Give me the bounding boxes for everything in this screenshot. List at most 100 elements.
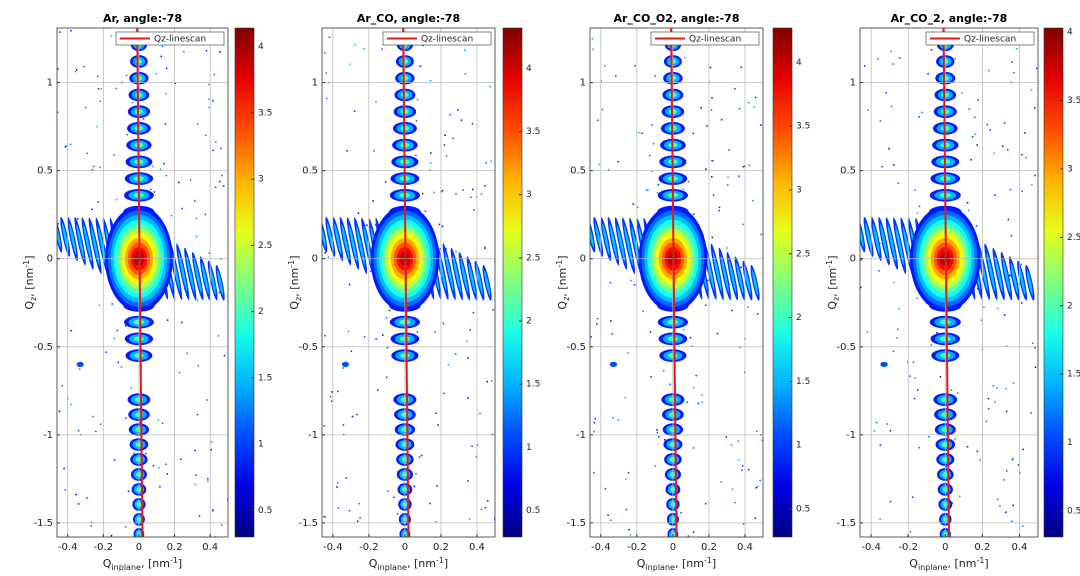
label-superscript: -1 (976, 556, 984, 565)
label-subscript: inplane (645, 563, 675, 572)
colorbar-tick-label: 1.5 (526, 380, 540, 390)
colorbar-tick-label: 4 (258, 42, 264, 52)
label-symbol: Q (288, 301, 301, 310)
label-suffix: , [nm (141, 557, 170, 570)
legend-box (650, 31, 760, 46)
label-symbol: Q (23, 301, 36, 310)
y-tick-label: -1 (576, 430, 586, 441)
linescan (402, 27, 410, 538)
panel-title: Ar, angle:-78 (103, 12, 182, 25)
colorbar-tick-label: 0.5 (258, 506, 272, 516)
y-tick-label: 1 (580, 78, 586, 89)
x-tick-label: -0.4 (591, 542, 611, 553)
panel-title: Ar_CO_2, angle:-78 (891, 12, 1008, 25)
x-tick-label: -0.4 (323, 542, 343, 553)
x-tick-label: 0.2 (701, 542, 717, 553)
colorbar-tick-label: 1 (1067, 438, 1073, 448)
label-suffix: , [nm (826, 268, 839, 297)
y-tick-label: 1 (47, 78, 53, 89)
x-tick-label: -0.4 (58, 542, 78, 553)
label-subscript: inplane (111, 563, 141, 572)
label-subscript: z (294, 297, 303, 301)
legend-box (382, 31, 492, 46)
label-superscript: -1 (704, 556, 712, 565)
linescan (942, 27, 950, 538)
axis-label: Qz, [nm-1] (555, 255, 571, 309)
label-superscript: -1 (555, 260, 564, 268)
colorbar-tick-label: 2 (796, 313, 802, 323)
axis-label: Qz, [nm-1] (22, 255, 38, 309)
y-tick-label: -0.5 (836, 342, 856, 353)
y-tick-label: -1.5 (298, 518, 318, 529)
y-tick-label: 0.5 (37, 166, 53, 177)
axis-label: Qinplane, [nm-1] (369, 556, 448, 572)
colorbar-tick-label: 2.5 (1067, 233, 1080, 243)
label-close: ] (288, 255, 301, 259)
panel: -0.4 -0.2 0 0.2 0.4 -1.5 -1 -0.5 0 0.5 1 Qz-linesca… (825, 12, 1080, 572)
colorbar-tick-label: 1 (796, 441, 802, 451)
axis-label: Qz, [nm-1] (825, 255, 841, 309)
colorbar-tick-label: 0.5 (796, 504, 810, 514)
x-tick-label: 0.4 (469, 542, 485, 553)
y-tick-label: -1 (308, 430, 318, 441)
label-close: ] (556, 255, 569, 259)
legend-label: Qz-linescan (964, 35, 1016, 45)
colorbar-tick-label: 2.5 (526, 253, 540, 263)
x-tick-label: -0.2 (898, 542, 918, 553)
axis-label: Qinplane, [nm-1] (103, 556, 182, 572)
legend-label: Qz-linescan (689, 35, 741, 45)
label-symbol: Q (369, 557, 378, 570)
y-tick-label: -0.5 (33, 342, 53, 353)
label-suffix: , [nm (23, 268, 36, 297)
label-symbol: Q (103, 557, 112, 570)
colorbar-tick-label: 1.5 (1067, 370, 1080, 380)
label-superscript: -1 (22, 260, 31, 268)
colorbar-tick-label: 3 (258, 175, 264, 185)
panel: -0.4 -0.2 0 0.2 0.4 -1.5 -1 -0.5 0 0.5 1 Qz-linesca… (22, 12, 273, 572)
colorbar-tick-label: 4 (796, 58, 802, 68)
label-suffix: , [nm (288, 268, 301, 297)
label-close: ] (23, 255, 36, 259)
label-close: ] (178, 557, 182, 570)
label-superscript: -1 (170, 556, 178, 565)
y-tick-label: 0 (580, 254, 586, 265)
y-tick-label: 0 (312, 254, 318, 265)
colorbar-tick-label: 3.5 (1067, 96, 1080, 106)
label-suffix: , [nm (675, 557, 704, 570)
panel-title: Ar_CO_O2, angle:-78 (613, 12, 739, 25)
label-close: ] (826, 255, 839, 259)
colorbar (1043, 27, 1064, 538)
y-tick-label: -1 (43, 430, 53, 441)
label-superscript: -1 (436, 556, 444, 565)
label-superscript: -1 (825, 260, 834, 268)
y-tick-label: 1 (312, 78, 318, 89)
colorbar-tick-label: 0.5 (526, 506, 540, 516)
legend-box (115, 31, 225, 46)
axis-label: Qinplane, [nm-1] (909, 556, 988, 572)
label-symbol: Q (637, 557, 646, 570)
colorbar-tick-label: 3.5 (796, 122, 810, 132)
x-tick-label: 0.2 (433, 542, 449, 553)
x-tick-label: -0.4 (861, 542, 881, 553)
axis-label: Qinplane, [nm-1] (637, 556, 716, 572)
colorbar-tick-label: 0.5 (1067, 507, 1080, 517)
colorbar-tick-label: 2 (258, 307, 264, 317)
y-tick-label: 0 (47, 254, 53, 265)
colorbar-tick-label: 3 (1067, 164, 1073, 174)
legend-label: Qz-linescan (154, 35, 206, 45)
x-tick-label: -0.2 (94, 542, 114, 553)
label-suffix: , [nm (556, 268, 569, 297)
colorbar (502, 27, 523, 538)
panel: -0.4 -0.2 0 0.2 0.4 -1.5 -1 -0.5 0 0.5 1 Qz-linesca… (555, 12, 811, 572)
colorbar-tick-label: 2.5 (258, 241, 272, 251)
y-tick-label: 0 (850, 254, 856, 265)
label-suffix: , [nm (947, 557, 976, 570)
legend-label: Qz-linescan (421, 35, 473, 45)
colorbar (772, 27, 793, 538)
label-close: ] (712, 557, 716, 570)
colorbar-tick-label: 1 (526, 443, 532, 453)
linescan (670, 27, 678, 538)
x-tick-label: -0.2 (627, 542, 647, 553)
colorbar-tick-label: 4 (1067, 28, 1073, 38)
